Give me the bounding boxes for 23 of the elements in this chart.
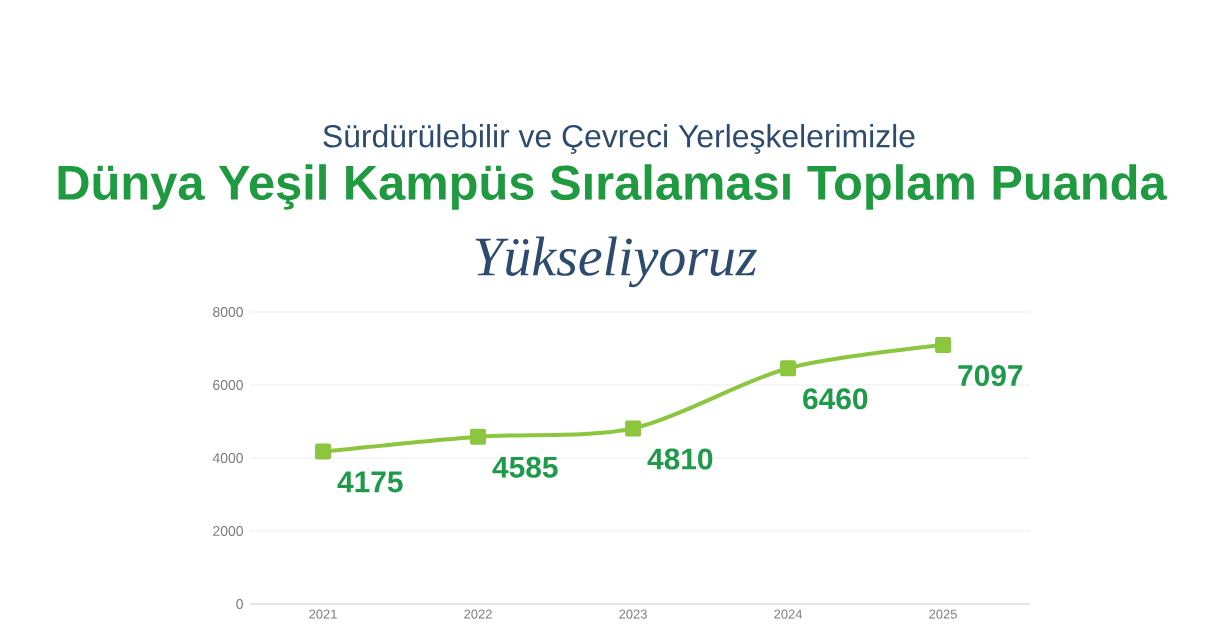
- data-label: 7097: [958, 364, 1023, 387]
- text: Yükseliyoruz: [475, 236, 757, 288]
- point: [935, 336, 952, 353]
- x-tick-label: 2023: [619, 609, 647, 619]
- chart-title: Dünya Yeşil Kampüs Sıralaması Toplam Puanda: [58, 164, 1167, 210]
- point: [780, 360, 797, 377]
- data-label: 4810: [647, 448, 713, 470]
- x-tick-label: 2021: [309, 609, 337, 619]
- point: [315, 443, 332, 460]
- y-tick-label: 6000: [213, 380, 243, 390]
- chart-subtitle: Sürdürülebilir ve Çevreci Yerleşkelerimizle: [323, 124, 915, 154]
- x-tick-label: 2025: [929, 609, 957, 619]
- point: [625, 420, 642, 437]
- y-tick-label: 8000: [213, 307, 243, 317]
- point: [470, 428, 487, 445]
- y-tick-label: 2000: [213, 526, 243, 536]
- y-tick-label: 4000: [212, 453, 243, 463]
- data-label: 4585: [492, 456, 558, 478]
- x-tick-label: 2022: [464, 609, 492, 619]
- data-label: 6460: [803, 388, 868, 410]
- data-label: 4175: [337, 471, 403, 493]
- x-tick-label: 2024: [774, 609, 803, 619]
- y-tick-label: 0: [236, 599, 243, 609]
